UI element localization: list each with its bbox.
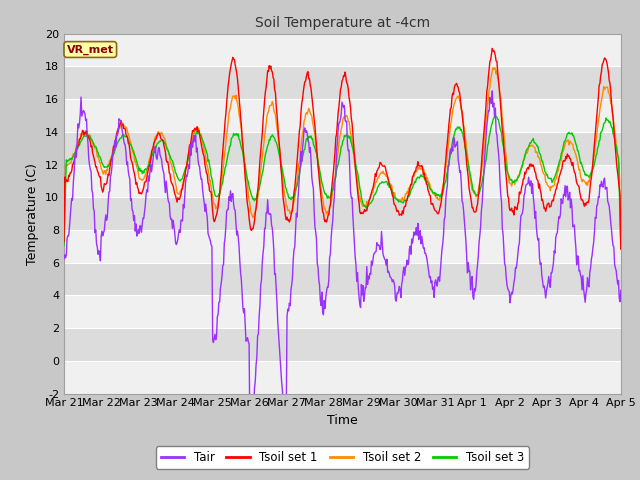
X-axis label: Time: Time	[327, 414, 358, 427]
Title: Soil Temperature at -4cm: Soil Temperature at -4cm	[255, 16, 430, 30]
Y-axis label: Temperature (C): Temperature (C)	[26, 163, 40, 264]
Bar	[64, 230, 621, 263]
Bar	[64, 66, 621, 99]
Bar	[64, 197, 621, 230]
Bar	[64, 295, 621, 328]
Legend: Tair, Tsoil set 1, Tsoil set 2, Tsoil set 3: Tair, Tsoil set 1, Tsoil set 2, Tsoil se…	[156, 446, 529, 469]
Bar	[64, 328, 621, 361]
Bar	[64, 34, 621, 66]
Bar	[64, 361, 621, 394]
Bar	[64, 263, 621, 295]
Bar	[64, 99, 621, 132]
Bar	[64, 165, 621, 197]
Text: VR_met: VR_met	[67, 44, 114, 55]
Bar	[64, 132, 621, 165]
